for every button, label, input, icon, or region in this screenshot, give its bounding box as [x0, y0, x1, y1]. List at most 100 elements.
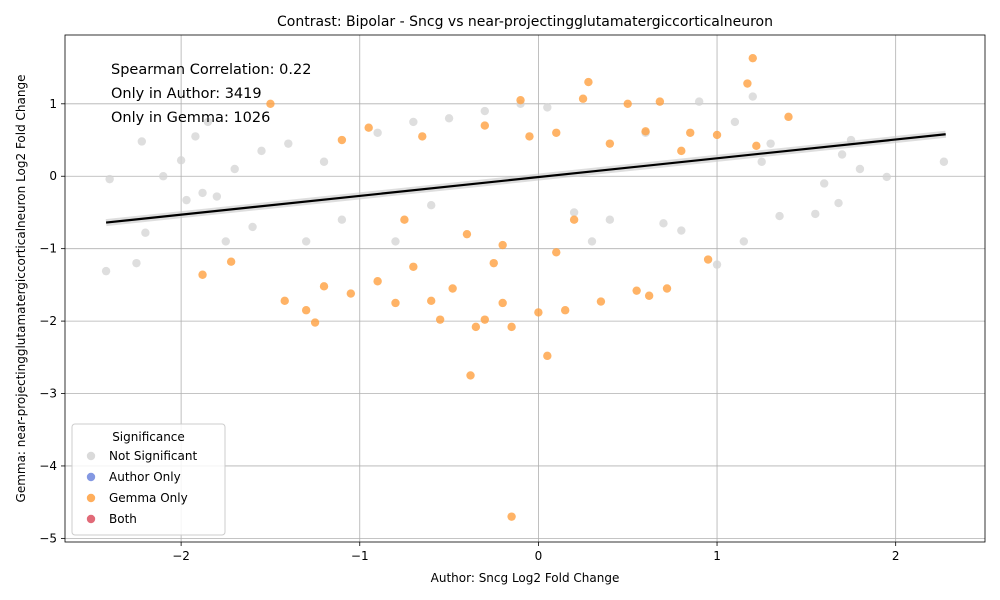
point-not-significant: [319, 157, 329, 166]
scatter-points: [101, 53, 949, 521]
y-tick-label: −2: [39, 314, 57, 328]
point-gemma-only: [435, 315, 445, 324]
point-gemma-only: [516, 95, 525, 105]
point-gemma-only: [489, 258, 498, 268]
point-gemma-only: [301, 306, 311, 315]
point-not-significant: [101, 266, 111, 276]
point-not-significant: [203, 117, 213, 127]
point-gemma-only: [534, 308, 543, 317]
point-not-significant: [409, 117, 418, 127]
y-tick-label: 0: [49, 169, 57, 183]
point-gemma-only: [364, 123, 373, 132]
point-gemma-only: [480, 121, 490, 130]
point-gemma-only: [226, 257, 236, 266]
point-gemma-only: [552, 128, 561, 137]
point-gemma-only: [677, 146, 686, 156]
point-not-significant: [212, 192, 222, 201]
y-tick-label: −3: [39, 387, 57, 401]
point-gemma-only: [584, 77, 593, 87]
regression-line: [105, 133, 946, 224]
point-gemma-only: [552, 248, 561, 257]
point-not-significant: [427, 201, 436, 210]
point-gemma-only: [480, 315, 490, 324]
point-gemma-only: [525, 132, 534, 141]
point-gemma-only: [337, 135, 347, 145]
point-not-significant: [444, 114, 454, 123]
point-not-significant: [712, 260, 722, 269]
point-gemma-only: [605, 139, 615, 148]
point-gemma-only: [346, 289, 356, 298]
point-gemma-only: [319, 282, 329, 291]
point-gemma-only: [373, 277, 382, 286]
point-gemma-only: [498, 298, 507, 308]
point-not-significant: [391, 237, 400, 246]
point-gemma-only: [471, 322, 481, 332]
annotation-spearman: Spearman Correlation: 0.22: [111, 62, 311, 78]
point-not-significant: [694, 97, 704, 106]
annotation-only-gemma: Only in Gemma: 1026: [111, 110, 270, 126]
point-not-significant: [659, 219, 668, 228]
legend-label: Not Significant: [109, 449, 197, 463]
legend-title: Significance: [112, 430, 185, 444]
point-gemma-only: [743, 79, 752, 88]
point-gemma-only: [752, 141, 761, 151]
point-gemma-only: [462, 229, 472, 239]
point-not-significant: [739, 237, 749, 246]
point-gemma-only: [507, 512, 516, 521]
point-gemma-only: [427, 296, 436, 306]
point-gemma-only: [632, 286, 641, 295]
point-not-significant: [198, 188, 207, 198]
point-not-significant: [811, 209, 820, 219]
point-not-significant: [248, 222, 257, 232]
legend-marker: [86, 514, 96, 524]
point-gemma-only: [400, 215, 409, 224]
point-not-significant: [820, 179, 829, 188]
point-not-significant: [182, 195, 191, 205]
point-gemma-only: [448, 284, 457, 293]
point-not-significant: [132, 258, 141, 268]
legend-marker: [86, 472, 96, 482]
point-not-significant: [337, 215, 347, 224]
point-not-significant: [834, 198, 843, 208]
point-gemma-only: [391, 298, 400, 308]
point-not-significant: [141, 228, 150, 237]
point-gemma-only: [543, 351, 552, 361]
point-not-significant: [191, 132, 200, 141]
x-tick-label: 2: [892, 549, 900, 563]
point-not-significant: [137, 137, 147, 146]
point-not-significant: [882, 172, 891, 182]
point-not-significant: [480, 106, 490, 116]
point-not-significant: [748, 92, 757, 101]
y-axis-label: Gemma: near-projectingglutamatergiccorti…: [14, 75, 28, 503]
point-not-significant: [221, 237, 230, 246]
point-not-significant: [543, 103, 552, 112]
point-not-significant: [939, 157, 949, 166]
point-gemma-only: [748, 53, 757, 63]
annotation-only-author: Only in Author: 3419: [111, 86, 262, 102]
point-gemma-only: [703, 255, 713, 264]
axis-ticks: −2 −1 0 1 2 −5 −4 −3 −2 −1 0 1: [39, 97, 899, 563]
point-gemma-only: [655, 97, 665, 106]
legend-label: Gemma Only: [109, 491, 188, 505]
point-not-significant: [757, 157, 766, 166]
point-gemma-only: [596, 297, 606, 306]
point-not-significant: [855, 164, 865, 174]
y-tick-label: −4: [39, 459, 57, 473]
y-tick-label: 1: [49, 97, 57, 111]
point-gemma-only: [560, 306, 570, 315]
legend-marker: [86, 451, 96, 461]
x-axis-label: Author: Sncg Log2 Fold Change: [431, 571, 620, 585]
point-not-significant: [730, 117, 740, 127]
point-not-significant: [176, 156, 186, 165]
y-tick-label: −5: [39, 531, 57, 545]
point-not-significant: [569, 208, 579, 217]
x-tick-label: −2: [172, 549, 190, 563]
point-not-significant: [301, 237, 311, 246]
legend-label: Both: [109, 512, 137, 526]
point-not-significant: [257, 146, 266, 156]
legend: Significance Not Significant Author Only G…: [71, 423, 226, 536]
x-tick-label: 1: [713, 549, 721, 563]
point-gemma-only: [466, 371, 475, 380]
point-gemma-only: [662, 284, 672, 293]
